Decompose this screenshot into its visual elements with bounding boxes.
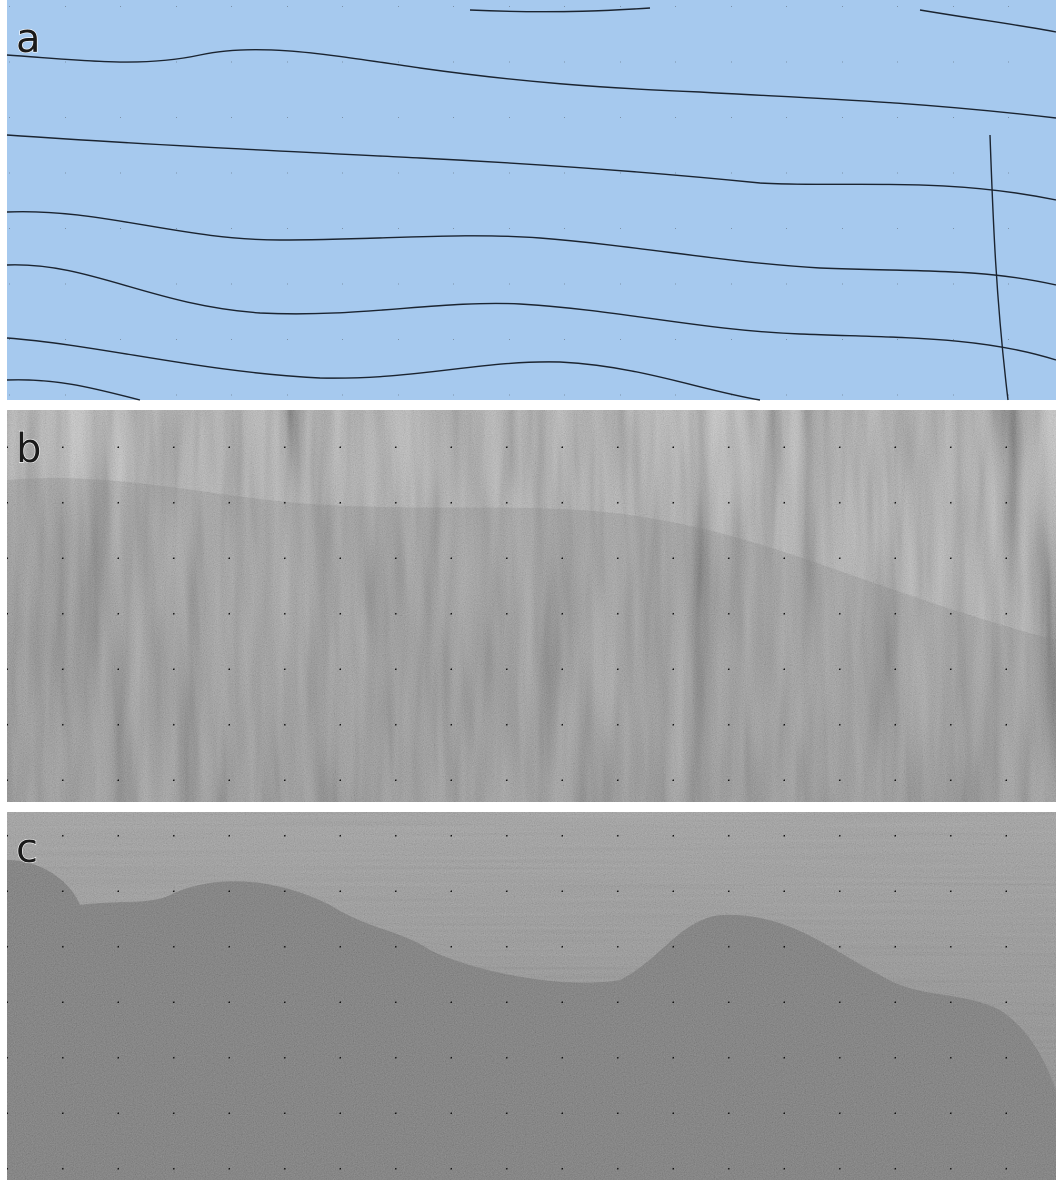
- contour: [989, 134, 1009, 401]
- panel-c: c: [7, 812, 1056, 1180]
- grid-crosses: [7, 0, 1056, 400]
- grid-dots: [7, 812, 1056, 1180]
- panel-label: b: [16, 426, 41, 472]
- panel-label: c: [16, 826, 38, 872]
- contour: [6, 210, 1056, 286]
- contour: [919, 9, 1056, 33]
- contour: [6, 48, 1056, 119]
- panel-a: a: [6, 0, 1056, 401]
- contour: [6, 264, 1056, 361]
- panel-label: a: [16, 16, 41, 62]
- panel-b: b: [7, 410, 1056, 802]
- contour: [6, 379, 141, 401]
- contour: [6, 337, 761, 401]
- contour: [6, 134, 1056, 201]
- contour: [469, 7, 651, 13]
- grid-dots: [7, 410, 1056, 802]
